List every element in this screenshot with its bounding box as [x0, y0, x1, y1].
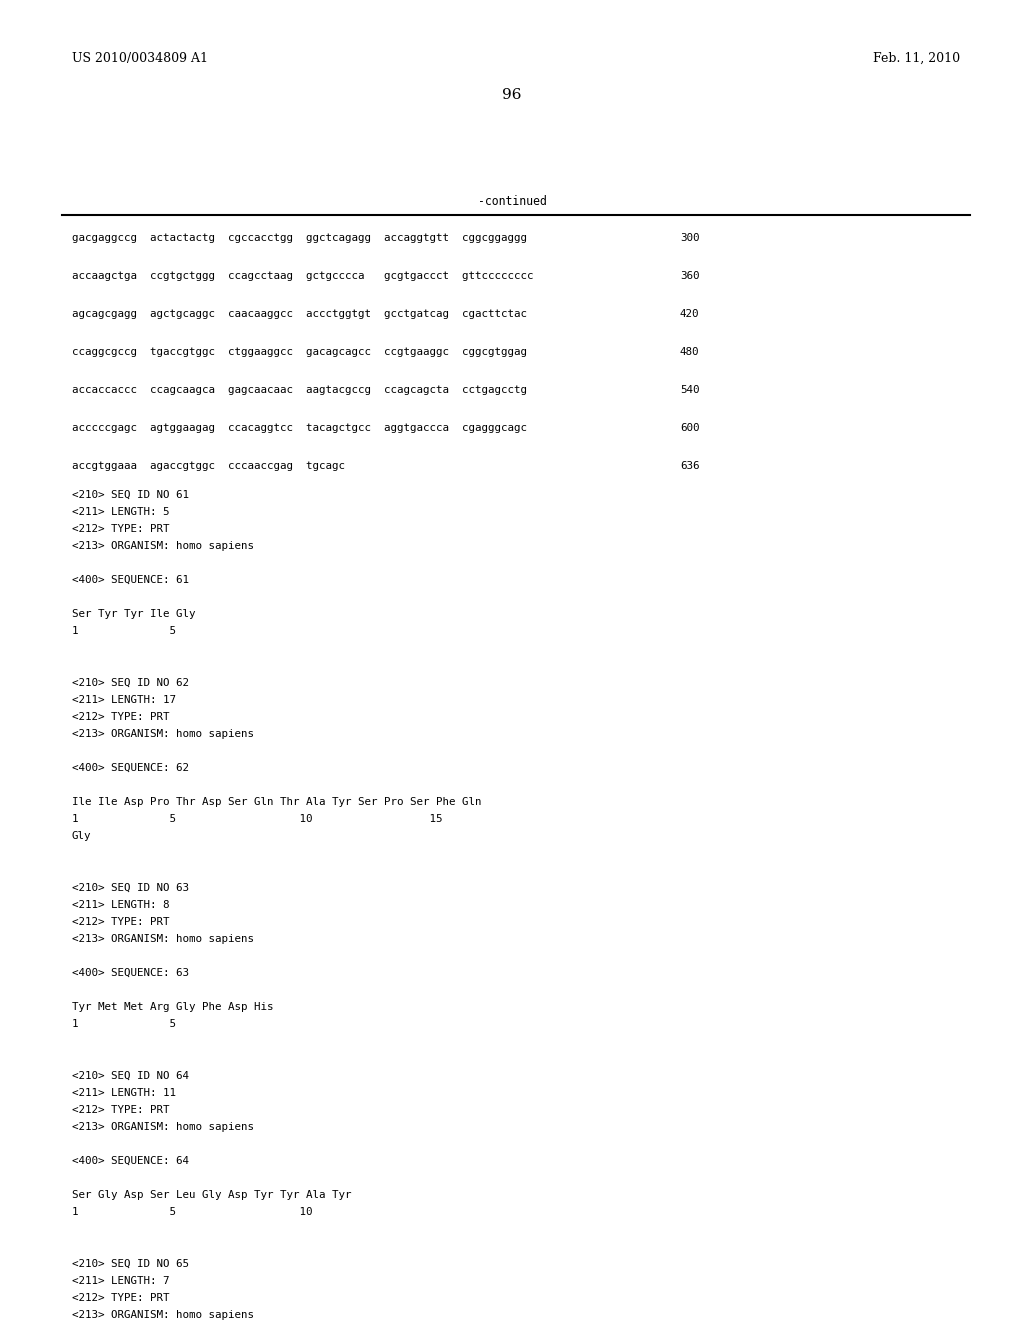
Text: <211> LENGTH: 7: <211> LENGTH: 7 — [72, 1276, 170, 1286]
Text: <213> ORGANISM: homo sapiens: <213> ORGANISM: homo sapiens — [72, 541, 254, 550]
Text: <213> ORGANISM: homo sapiens: <213> ORGANISM: homo sapiens — [72, 729, 254, 739]
Text: <210> SEQ ID NO 62: <210> SEQ ID NO 62 — [72, 678, 189, 688]
Text: 1              5: 1 5 — [72, 1019, 176, 1030]
Text: <213> ORGANISM: homo sapiens: <213> ORGANISM: homo sapiens — [72, 1309, 254, 1320]
Text: 600: 600 — [680, 422, 699, 433]
Text: 1              5                   10                  15: 1 5 10 15 — [72, 814, 442, 824]
Text: 480: 480 — [680, 347, 699, 356]
Text: <211> LENGTH: 11: <211> LENGTH: 11 — [72, 1088, 176, 1098]
Text: <400> SEQUENCE: 63: <400> SEQUENCE: 63 — [72, 968, 189, 978]
Text: Ser Gly Asp Ser Leu Gly Asp Tyr Tyr Ala Tyr: Ser Gly Asp Ser Leu Gly Asp Tyr Tyr Ala … — [72, 1191, 351, 1200]
Text: ccaggcgccg  tgaccgtggc  ctggaaggcc  gacagcagcc  ccgtgaaggc  cggcgtggag: ccaggcgccg tgaccgtggc ctggaaggcc gacagca… — [72, 347, 527, 356]
Text: accaagctga  ccgtgctggg  ccagcctaag  gctgcccca   gcgtgaccct  gttcccccccc: accaagctga ccgtgctggg ccagcctaag gctgccc… — [72, 271, 534, 281]
Text: -continued: -continued — [477, 195, 547, 209]
Text: <211> LENGTH: 17: <211> LENGTH: 17 — [72, 696, 176, 705]
Text: Ser Tyr Tyr Ile Gly: Ser Tyr Tyr Ile Gly — [72, 609, 196, 619]
Text: <400> SEQUENCE: 61: <400> SEQUENCE: 61 — [72, 576, 189, 585]
Text: 1              5                   10: 1 5 10 — [72, 1206, 312, 1217]
Text: <211> LENGTH: 8: <211> LENGTH: 8 — [72, 900, 170, 909]
Text: <211> LENGTH: 5: <211> LENGTH: 5 — [72, 507, 170, 517]
Text: US 2010/0034809 A1: US 2010/0034809 A1 — [72, 51, 208, 65]
Text: <212> TYPE: PRT: <212> TYPE: PRT — [72, 1294, 170, 1303]
Text: <400> SEQUENCE: 64: <400> SEQUENCE: 64 — [72, 1156, 189, 1166]
Text: <212> TYPE: PRT: <212> TYPE: PRT — [72, 711, 170, 722]
Text: <212> TYPE: PRT: <212> TYPE: PRT — [72, 524, 170, 535]
Text: 636: 636 — [680, 461, 699, 471]
Text: <210> SEQ ID NO 65: <210> SEQ ID NO 65 — [72, 1259, 189, 1269]
Text: <212> TYPE: PRT: <212> TYPE: PRT — [72, 1105, 170, 1115]
Text: <210> SEQ ID NO 64: <210> SEQ ID NO 64 — [72, 1071, 189, 1081]
Text: acccccgagc  agtggaagag  ccacaggtcc  tacagctgcc  aggtgaccca  cgagggcagc: acccccgagc agtggaagag ccacaggtcc tacagct… — [72, 422, 527, 433]
Text: agcagcgagg  agctgcaggc  caacaaggcc  accctggtgt  gcctgatcag  cgacttctac: agcagcgagg agctgcaggc caacaaggcc accctgg… — [72, 309, 527, 319]
Text: <213> ORGANISM: homo sapiens: <213> ORGANISM: homo sapiens — [72, 935, 254, 944]
Text: accgtggaaa  agaccgtggc  cccaaccgag  tgcagc: accgtggaaa agaccgtggc cccaaccgag tgcagc — [72, 461, 345, 471]
Text: accaccaccc  ccagcaagca  gagcaacaac  aagtacgccg  ccagcagcta  cctgagcctg: accaccaccc ccagcaagca gagcaacaac aagtacg… — [72, 385, 527, 395]
Text: <213> ORGANISM: homo sapiens: <213> ORGANISM: homo sapiens — [72, 1122, 254, 1133]
Text: 1              5: 1 5 — [72, 626, 176, 636]
Text: 360: 360 — [680, 271, 699, 281]
Text: 420: 420 — [680, 309, 699, 319]
Text: Gly: Gly — [72, 832, 91, 841]
Text: <210> SEQ ID NO 63: <210> SEQ ID NO 63 — [72, 883, 189, 894]
Text: 540: 540 — [680, 385, 699, 395]
Text: <212> TYPE: PRT: <212> TYPE: PRT — [72, 917, 170, 927]
Text: Feb. 11, 2010: Feb. 11, 2010 — [872, 51, 961, 65]
Text: <210> SEQ ID NO 61: <210> SEQ ID NO 61 — [72, 490, 189, 500]
Text: <400> SEQUENCE: 62: <400> SEQUENCE: 62 — [72, 763, 189, 774]
Text: 300: 300 — [680, 234, 699, 243]
Text: Ile Ile Asp Pro Thr Asp Ser Gln Thr Ala Tyr Ser Pro Ser Phe Gln: Ile Ile Asp Pro Thr Asp Ser Gln Thr Ala … — [72, 797, 481, 807]
Text: Tyr Met Met Arg Gly Phe Asp His: Tyr Met Met Arg Gly Phe Asp His — [72, 1002, 273, 1012]
Text: 96: 96 — [502, 88, 522, 102]
Text: gacgaggccg  actactactg  cgccacctgg  ggctcagagg  accaggtgtt  cggcggaggg: gacgaggccg actactactg cgccacctgg ggctcag… — [72, 234, 527, 243]
